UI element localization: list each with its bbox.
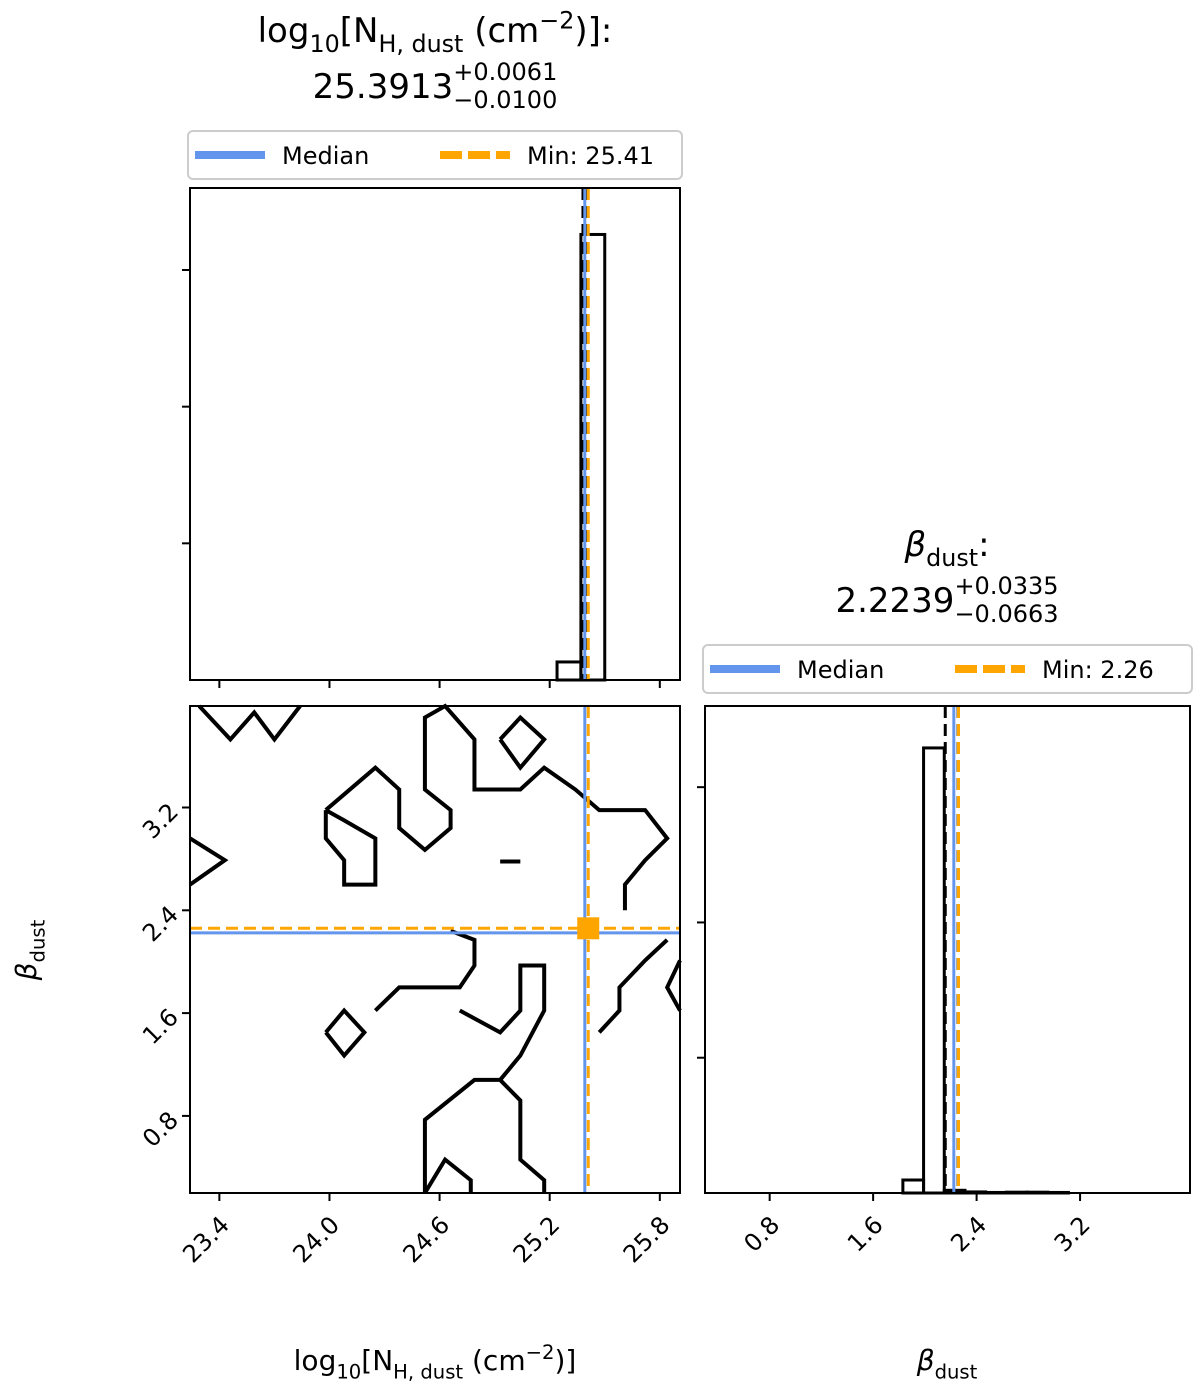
x-axis-label: βdust <box>916 1344 978 1383</box>
label-part: dust <box>926 544 978 572</box>
x-tick-label: 23.4 <box>177 1211 235 1269</box>
label-part: )] <box>574 11 601 51</box>
label-part: dust <box>935 1360 978 1383</box>
contour-line <box>597 938 669 1034</box>
legend-box <box>187 130 683 180</box>
min-point <box>577 917 600 940</box>
label-part: [N <box>340 11 379 51</box>
label-part: (cm <box>463 1344 526 1377</box>
label-part: log <box>258 11 310 51</box>
title-separator: : <box>601 11 612 51</box>
plus-error: +0.0061 <box>453 58 557 86</box>
histogram-bar <box>555 660 583 682</box>
title-value: 2.2239 +0.0335−0.0663 <box>835 572 1058 628</box>
x-tick-label: 24.0 <box>287 1211 345 1269</box>
axes-frame <box>704 705 1191 1194</box>
label-part: [N <box>361 1344 393 1377</box>
title-separator: : <box>978 525 989 565</box>
contour-line <box>324 703 670 911</box>
histogram-bar <box>922 746 946 1195</box>
median-value: 2.2239 <box>835 581 954 621</box>
label-part: H, dust <box>378 30 463 58</box>
histogram-bar <box>901 1178 926 1195</box>
contour-line <box>373 928 477 1012</box>
label-part: −2 <box>526 1341 555 1364</box>
axes-frame <box>189 187 681 681</box>
contour-line <box>422 1077 547 1193</box>
label-part: β <box>903 525 926 565</box>
y-axis-label: βdust <box>10 919 49 981</box>
x-tick-label: 0.8 <box>738 1211 785 1258</box>
legend-label: Min: 25.41 <box>527 142 654 170</box>
label-part: )] <box>554 1344 576 1377</box>
label-part: log <box>294 1344 337 1377</box>
label-part: (cm <box>463 11 539 51</box>
contour-line <box>197 704 302 743</box>
y-tick-label: 3.2 <box>137 798 184 845</box>
legend-label: Min: 2.26 <box>1042 656 1154 684</box>
label-part: 10 <box>309 30 339 58</box>
x-axis-label: log10[NH, dust (cm−2)] <box>294 1341 577 1384</box>
plus-error: +0.0335 <box>954 572 1058 600</box>
legend-label: Median <box>797 656 884 684</box>
x-tick-label: 2.4 <box>945 1211 992 1258</box>
panel-title: log10[NH, dust (cm−2)]: <box>258 6 613 58</box>
y-tick-label: 1.6 <box>137 1003 184 1050</box>
contour-line <box>324 1007 368 1059</box>
axes-frame <box>189 705 681 1194</box>
contour-line <box>323 808 378 887</box>
contour-line <box>423 1156 473 1195</box>
label-part: β <box>10 962 43 981</box>
contour-line <box>188 836 229 887</box>
contour-line <box>458 963 547 1082</box>
label-part: β <box>916 1344 935 1377</box>
minus-error: −0.0100 <box>453 86 557 114</box>
median-value: 25.3913 <box>313 67 454 107</box>
title-value: 25.3913 +0.0061−0.0100 <box>313 58 558 114</box>
label-part: 10 <box>336 1360 361 1383</box>
x-tick-label: 25.8 <box>618 1211 676 1269</box>
contour-line <box>498 714 547 771</box>
contour-line <box>664 959 682 1012</box>
x-tick-label: 25.2 <box>508 1211 566 1269</box>
legend-label: Median <box>282 142 369 170</box>
x-tick-label: 1.6 <box>842 1211 889 1258</box>
x-tick-label: 3.2 <box>1049 1211 1096 1258</box>
y-tick-label: 2.4 <box>137 900 184 947</box>
minus-error: −0.0663 <box>954 600 1058 628</box>
x-tick-label: 24.6 <box>398 1211 456 1269</box>
label-part: H, dust <box>393 1360 463 1383</box>
y-tick-label: 0.8 <box>137 1106 184 1153</box>
label-part: −2 <box>539 6 574 34</box>
legend-box <box>702 644 1193 694</box>
label-part: dust <box>26 919 49 962</box>
panel-title: βdust: <box>903 525 989 572</box>
